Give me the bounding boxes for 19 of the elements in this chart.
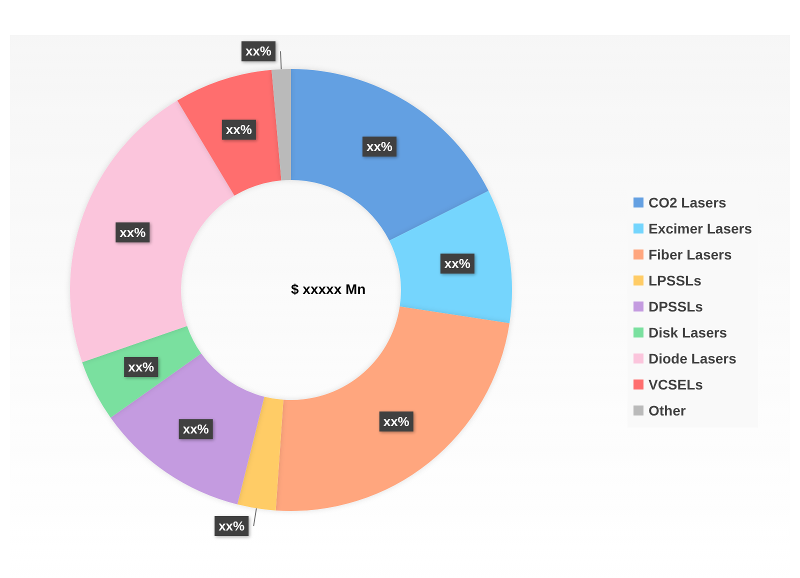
legend-label: Fiber Lasers [648, 246, 732, 262]
data-label: xx% [245, 44, 272, 59]
legend-label: Diode Lasers [648, 350, 737, 366]
legend-label: VCSELs [648, 376, 704, 392]
data-label: xx% [218, 518, 246, 534]
legend-label: DPSSLs [648, 298, 704, 314]
legend-label: Disk Lasers [648, 324, 728, 340]
legend-label: Other [648, 402, 686, 418]
data-label: xx% [226, 122, 252, 138]
data-label: xx% [383, 414, 410, 430]
data-label: xx% [444, 256, 471, 272]
text: $ xxxxx Mn [291, 281, 366, 297]
legend-label: CO2 Lasers [648, 194, 727, 210]
legend-label: Excimer Lasers [648, 220, 752, 236]
data-label: xx% [366, 139, 393, 154]
legend-label: LPSSLs [648, 272, 702, 288]
data-label: xx% [128, 359, 155, 374]
data-label: xx% [182, 422, 210, 437]
data-label: xx% [120, 224, 146, 240]
